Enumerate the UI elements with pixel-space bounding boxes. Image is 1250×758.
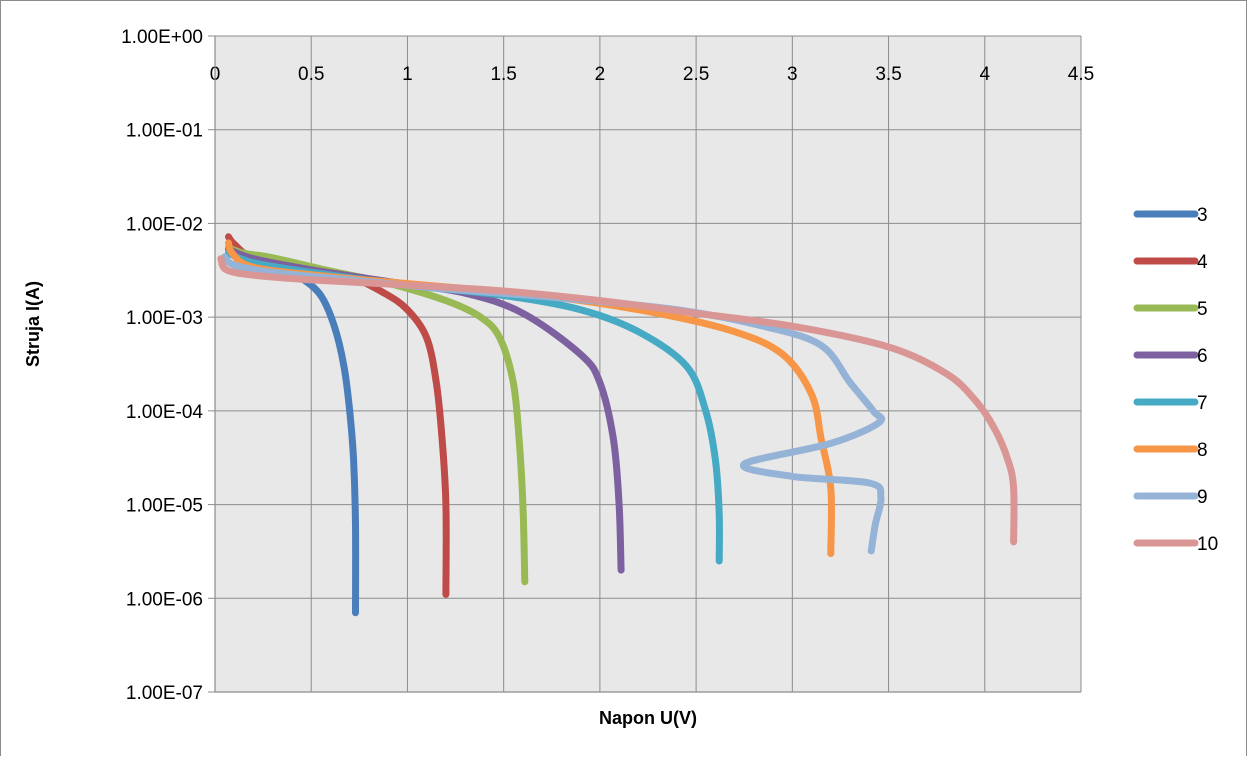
x-tick-label: 4.5 xyxy=(1068,64,1094,85)
x-tick-label: 2 xyxy=(595,64,606,85)
x-tick-label: 1 xyxy=(402,64,413,85)
y-tick-label: 1.00E-06 xyxy=(126,589,203,610)
legend-label-7: 7 xyxy=(1197,393,1208,414)
y-tick-label: 1.00E-05 xyxy=(126,496,203,517)
series-line-10 xyxy=(217,255,1018,546)
x-axis-title: Napon U(V) xyxy=(599,708,697,728)
axes: 0 0.5 1 1.5 2 2.5 3 3.5 4 4.51.00E+001.00E-011.00… xyxy=(121,27,1094,704)
legend-label-3: 3 xyxy=(1197,205,1208,226)
x-tick-label: 3.5 xyxy=(875,64,901,85)
x-tick-label: 0.5 xyxy=(298,64,324,85)
y-tick-label: 1.00E-03 xyxy=(126,308,203,329)
x-tick-label: 3 xyxy=(787,64,798,85)
grid xyxy=(215,35,1082,692)
legend-label-9: 9 xyxy=(1197,487,1208,508)
x-tick-label: 1.5 xyxy=(490,64,516,85)
y-tick-label: 1.00E-04 xyxy=(126,402,204,423)
x-tick-label: 2.5 xyxy=(683,64,709,85)
y-tick-label: 1.00E-01 xyxy=(126,121,203,142)
legend-label-8: 8 xyxy=(1197,440,1208,461)
y-tick-label: 1.00E-07 xyxy=(126,683,203,704)
y-tick-label: 1.00E-02 xyxy=(126,214,203,235)
legend: 3 4 5 6 7 8 9 10 xyxy=(1133,205,1218,555)
y-axis-title: Struja I(A) xyxy=(23,281,43,367)
legend-label-5: 5 xyxy=(1197,299,1208,320)
x-tick-label: 4 xyxy=(979,64,990,85)
y-tick-label: 1.00E+00 xyxy=(121,27,203,48)
legend-label-4: 4 xyxy=(1197,252,1208,273)
series-lines xyxy=(217,233,1018,617)
legend-label-6: 6 xyxy=(1197,346,1208,367)
series-line-5 xyxy=(225,244,529,586)
legend-label-10: 10 xyxy=(1197,534,1218,555)
